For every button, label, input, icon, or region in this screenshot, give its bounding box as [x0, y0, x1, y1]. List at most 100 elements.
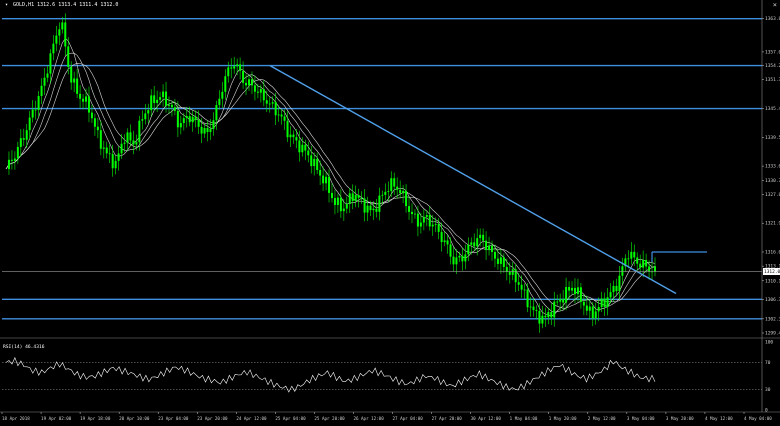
- candle-body: [301, 144, 304, 153]
- candle-body: [138, 120, 141, 143]
- candle-body: [618, 275, 621, 292]
- candle-body: [123, 142, 126, 144]
- candle-body: [517, 282, 520, 285]
- candle-body: [455, 257, 458, 265]
- candle-body: [61, 22, 64, 30]
- candle-body: [532, 306, 535, 311]
- candle-body: [230, 67, 233, 69]
- time-tick-label: 27 Apr 04:00: [393, 416, 424, 421]
- candle-body: [85, 96, 88, 102]
- candle-body: [381, 194, 384, 196]
- candle-body: [345, 203, 348, 209]
- candle-body: [135, 142, 138, 145]
- candle-body: [559, 299, 562, 302]
- candle-body: [357, 195, 360, 198]
- price-tick-label: 1327.8: [765, 192, 780, 198]
- candle-body: [7, 159, 10, 170]
- candle-body: [117, 153, 120, 161]
- candle-body: [277, 114, 280, 116]
- price-tick-label: 1345.4: [765, 106, 780, 112]
- candle-body: [90, 112, 93, 119]
- price-tick-label: 1330.7: [765, 178, 780, 184]
- candle-body: [245, 82, 248, 86]
- candle-body: [153, 95, 156, 104]
- candle-body: [630, 251, 633, 259]
- candle-body: [274, 102, 277, 116]
- candle-body: [428, 214, 431, 227]
- candle-body: [642, 259, 645, 268]
- candle-body: [621, 266, 624, 276]
- candle-body: [375, 208, 378, 212]
- candle-body: [458, 255, 461, 258]
- symbol-dropdown-icon[interactable]: ▾: [5, 2, 9, 8]
- candle-body: [289, 134, 292, 138]
- candle-body: [413, 213, 416, 215]
- candle-body: [627, 258, 630, 260]
- chart-title: ▾ GOLD,H1 1312.6 1313.4 1311.4 1312.0: [5, 2, 118, 8]
- candle-body: [132, 140, 135, 145]
- candle-body: [28, 117, 31, 131]
- candle-body: [431, 224, 434, 227]
- close-icon[interactable]: ×: [772, 1, 777, 9]
- candle-body: [129, 132, 132, 141]
- candle-body: [467, 244, 470, 255]
- candle-body: [295, 137, 298, 141]
- candle-body: [351, 193, 354, 201]
- candle-body: [648, 266, 651, 272]
- candle-body: [176, 110, 179, 128]
- time-tick-label: 4 May 12:00: [705, 416, 733, 421]
- candle-body: [603, 298, 606, 308]
- candle-body: [452, 256, 455, 265]
- candle-body: [476, 238, 479, 247]
- candle-body: [505, 266, 508, 272]
- candle-body: [342, 208, 345, 212]
- candle-body: [224, 76, 227, 92]
- candle-body: [165, 91, 168, 106]
- symbol-timeframe: GOLD,H1: [13, 2, 35, 8]
- candle-body: [547, 312, 550, 318]
- candle-body: [565, 286, 568, 303]
- candle-body: [34, 109, 37, 111]
- candle-body: [58, 29, 61, 36]
- candle-body: [502, 257, 505, 267]
- candle-body: [390, 178, 393, 192]
- candle-body: [76, 78, 79, 94]
- price-tick-label: 1310.1: [765, 278, 780, 284]
- price-tick-label: 1299.4: [765, 331, 780, 337]
- candle-body: [348, 193, 351, 204]
- candle-body: [22, 138, 25, 140]
- candle-body: [470, 242, 473, 245]
- candle-body: [150, 95, 153, 111]
- current-price-label-bg: [763, 268, 780, 276]
- candle-body: [473, 242, 476, 247]
- rsi-line: [5, 356, 656, 393]
- candle-body: [526, 289, 529, 308]
- candle-body: [16, 146, 19, 159]
- candle-body: [13, 158, 16, 161]
- candle-body: [108, 153, 111, 155]
- candle-body: [520, 284, 523, 290]
- candle-body: [280, 114, 283, 117]
- candle-body: [212, 120, 215, 129]
- candle-body: [568, 286, 571, 291]
- candle-body: [236, 64, 239, 67]
- candle-body: [46, 73, 49, 78]
- candle-body: [384, 191, 387, 195]
- candle-body: [31, 109, 34, 118]
- candle-body: [479, 234, 482, 239]
- candle-body: [170, 104, 173, 108]
- candle-body: [248, 79, 251, 86]
- candle-body: [354, 195, 357, 201]
- candle-body: [588, 306, 591, 311]
- candle-body: [464, 254, 467, 262]
- candle-body: [99, 130, 102, 149]
- candle-body: [609, 292, 612, 298]
- time-tick-label: 27 Apr 20:00: [432, 416, 463, 421]
- price-tick-label: 1306.3: [765, 297, 780, 303]
- candle-body: [185, 115, 188, 119]
- rsi-indicator-title: RSI(14) 46.4316: [3, 345, 45, 350]
- candle-body: [434, 224, 437, 225]
- time-tick-label: 4 May 04:00: [744, 416, 772, 421]
